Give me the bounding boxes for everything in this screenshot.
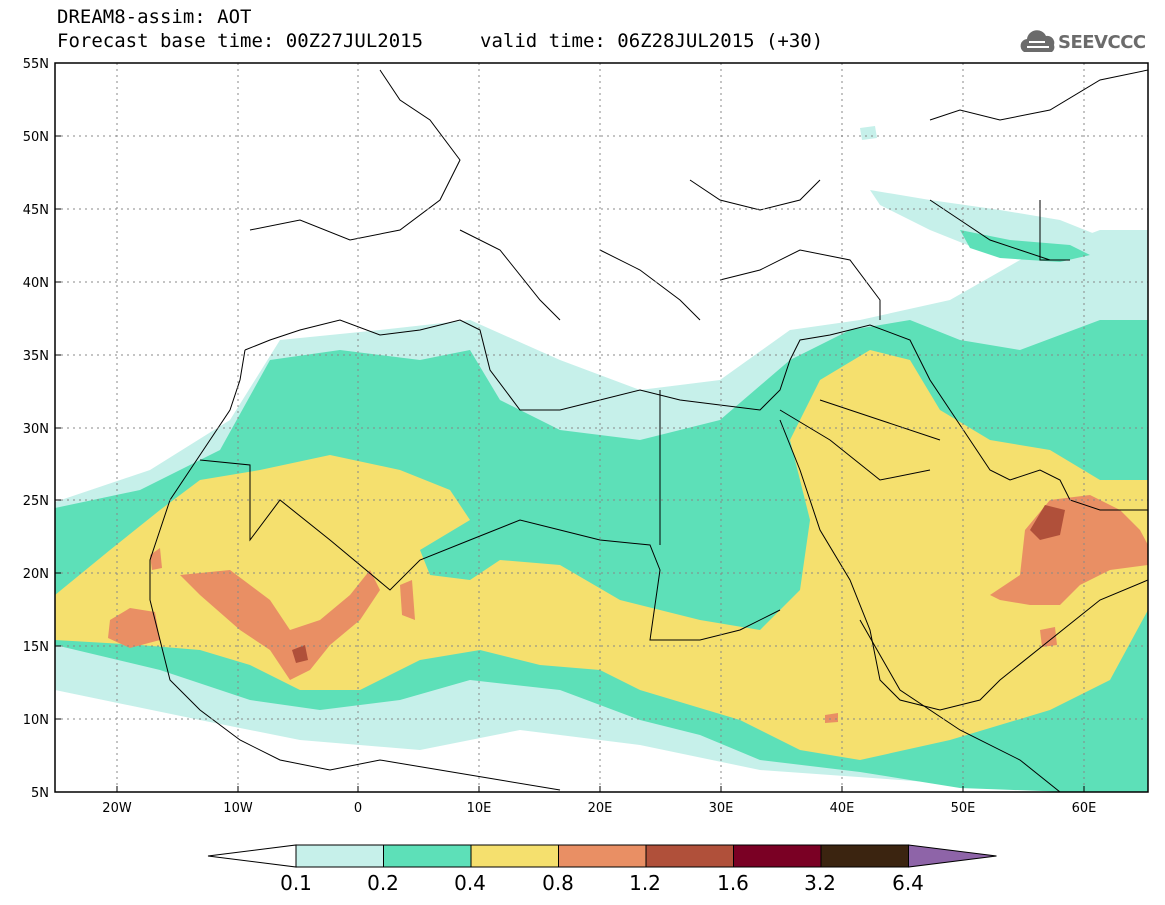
lat-label-10n: 10N — [23, 713, 49, 728]
lat-label-45n: 45N — [23, 203, 49, 218]
colorbar-label: 1.2 — [629, 871, 661, 895]
lat-label-15n: 15N — [23, 640, 49, 655]
lon-labels: 20W 10W 0 10E 20E 30E 40E 50E 60E — [102, 801, 1096, 816]
lon-label-50e: 50E — [951, 801, 976, 816]
coastlines — [149, 69, 1148, 792]
colorbar-over-arrow — [908, 844, 997, 868]
map-title: DREAM8-assim: AOT — [57, 6, 252, 28]
cloud-icon — [1020, 30, 1055, 52]
colorbar-label: 0.8 — [542, 871, 574, 895]
valid-time: valid time: 06Z28JUL2015 (+30) — [480, 30, 824, 52]
lat-label-50n: 50N — [23, 130, 49, 145]
colorbar-swatch — [295, 844, 384, 868]
lon-label-20w: 20W — [102, 801, 132, 816]
colorbar-label: 6.4 — [892, 871, 924, 895]
tick-marks — [55, 62, 1085, 793]
lon-label-0: 0 — [354, 801, 362, 816]
lat-label-30n: 30N — [23, 422, 49, 437]
lon-label-10e: 10E — [467, 801, 492, 816]
colorbar-swatch — [470, 844, 559, 868]
lat-labels: 5N 10N 15N 20N 25N 30N 35N 40N 45N 50N 5… — [23, 57, 49, 801]
colorbar-label: 0.4 — [454, 871, 486, 895]
lat-label-5n: 5N — [31, 786, 49, 801]
lat-label-25n: 25N — [23, 494, 49, 509]
colorbar-labels: 0.1 0.2 0.4 0.8 1.2 1.6 3.2 6.4 — [280, 871, 924, 895]
gridlines — [55, 63, 1148, 792]
aot-field — [55, 126, 1148, 792]
colorbar-swatch — [820, 844, 909, 868]
lat-label-40n: 40N — [23, 276, 49, 291]
colorbar-label: 1.6 — [717, 871, 749, 895]
forecast-base-time: Forecast base time: 00Z27JUL2015 — [57, 30, 424, 52]
logo-text: SEEVCCC — [1058, 32, 1146, 53]
colorbar-swatch — [733, 844, 822, 868]
lat-label-20n: 20N — [23, 567, 49, 582]
colorbar — [207, 844, 997, 868]
colorbar-label: 0.1 — [280, 871, 312, 895]
lon-label-30e: 30E — [709, 801, 734, 816]
colorbar-swatch — [558, 844, 647, 868]
lat-label-35n: 35N — [23, 349, 49, 364]
lon-label-40e: 40E — [830, 801, 855, 816]
lon-label-10w: 10W — [223, 801, 253, 816]
colorbar-label: 0.2 — [367, 871, 399, 895]
colorbar-under-arrow — [207, 844, 297, 868]
lat-label-55n: 55N — [23, 57, 49, 72]
colorbar-swatch — [645, 844, 734, 868]
colorbar-label: 3.2 — [804, 871, 836, 895]
lon-label-60e: 60E — [1072, 801, 1097, 816]
colorbar-swatch — [383, 844, 472, 868]
lon-label-20e: 20E — [588, 801, 613, 816]
